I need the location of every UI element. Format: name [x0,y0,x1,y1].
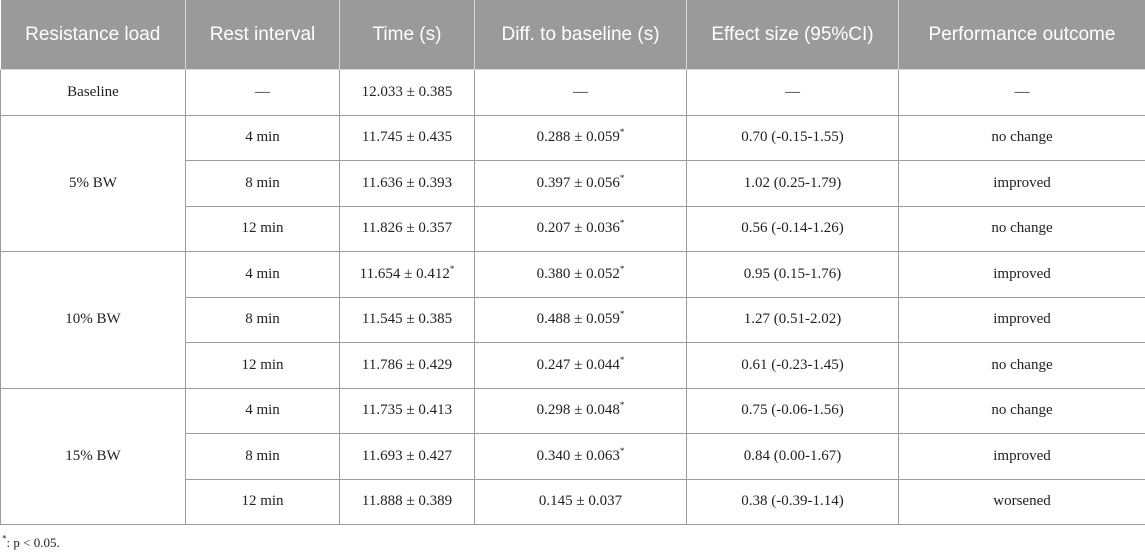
header-resistance-load: Resistance load [0,0,186,70]
rest-cell: 4 min [185,387,340,434]
header-rest-interval: Rest interval [185,0,340,70]
header-row: Resistance load Rest interval Time (s) D… [0,0,1145,70]
header-performance-outcome: Performance outcome [898,0,1145,70]
outcome-cell: no change [898,114,1145,161]
baseline-time: 12.033 ± 0.385 [339,69,475,116]
rest-cell: 4 min [185,114,340,161]
rest-cell: 8 min [185,160,340,207]
table-row: 10% BW 4 min 11.654 ± 0.412* 0.380 ± 0.0… [0,251,1145,389]
outcome-cell: improved [898,160,1145,207]
time-cell: 11.826 ± 0.357 [339,205,475,252]
baseline-label: Baseline [0,69,186,116]
header-time: Time (s) [339,0,475,70]
outcome-cell: improved [898,251,1145,298]
group-load-10: 10% BW [0,251,186,389]
diff-cell: 0.488 ± 0.059* [474,296,687,343]
outcome-cell: no change [898,205,1145,252]
table-row: 12 min 11.786 ± 0.429 0.247 ± 0.044* 0.6… [1,342,1145,389]
table-row: 12 min 11.826 ± 0.357 0.207 ± 0.036* 0.5… [1,205,1145,252]
baseline-effect: — [686,69,899,116]
effect-cell: 0.56 (-0.14-1.26) [686,205,899,252]
table-row: 8 min 11.545 ± 0.385 0.488 ± 0.059* 1.27… [1,296,1145,343]
rest-cell: 12 min [185,478,340,525]
rest-cell: 8 min [185,296,340,343]
effect-cell: 1.27 (0.51-2.02) [686,296,899,343]
diff-cell: 0.298 ± 0.048* [474,387,687,434]
footnote-text: : p < 0.05. [6,535,60,550]
effect-cell: 0.61 (-0.23-1.45) [686,342,899,389]
effect-cell: 0.95 (0.15-1.76) [686,251,899,298]
effect-cell: 0.70 (-0.15-1.55) [686,114,899,161]
time-cell: 11.636 ± 0.393 [339,160,475,207]
rest-cell: 8 min [185,433,340,480]
time-cell: 11.745 ± 0.435 [339,114,475,161]
rest-cell: 12 min [185,205,340,252]
footnote-mark: * [2,533,7,544]
rest-cell: 12 min [185,342,340,389]
diff-cell: 0.397 ± 0.056* [474,160,687,207]
diff-cell: 0.247 ± 0.044* [474,342,687,389]
outcome-cell: no change [898,387,1145,434]
effect-cell: 0.84 (0.00-1.67) [686,433,899,480]
effect-cell: 0.38 (-0.39-1.14) [686,478,899,525]
baseline-rest: — [185,69,340,116]
table-row: 12 min 11.888 ± 0.389 0.145 ± 0.037 0.38… [1,478,1145,525]
diff-cell: 0.207 ± 0.036* [474,205,687,252]
diff-cell: 0.340 ± 0.063* [474,433,687,480]
diff-cell: 0.145 ± 0.037 [474,478,687,525]
effect-cell: 1.02 (0.25-1.79) [686,160,899,207]
diff-cell: 0.288 ± 0.059* [474,114,687,161]
table-row: 5% BW 4 min 11.745 ± 0.435 0.288 ± 0.059… [0,114,1145,252]
diff-cell: 0.380 ± 0.052* [474,251,687,298]
time-cell: 11.693 ± 0.427 [339,433,475,480]
outcome-cell: improved [898,296,1145,343]
outcome-cell: worsened [898,478,1145,525]
baseline-row: Baseline — 12.033 ± 0.385 — — — [0,69,1145,116]
time-cell: 11.654 ± 0.412* [339,251,475,298]
baseline-diff: — [474,69,687,116]
table-row: 8 min 11.636 ± 0.393 0.397 ± 0.056* 1.02… [1,160,1145,207]
table-row: 8 min 11.693 ± 0.427 0.340 ± 0.063* 0.84… [1,433,1145,480]
baseline-outcome: — [898,69,1145,116]
rest-cell: 4 min [185,251,340,298]
time-cell: 11.786 ± 0.429 [339,342,475,389]
group-load-5: 5% BW [0,114,186,252]
header-effect-size: Effect size (95%CI) [686,0,899,70]
time-cell: 11.888 ± 0.389 [339,478,475,525]
outcome-cell: improved [898,433,1145,480]
group-load-15: 15% BW [0,387,186,525]
effect-cell: 0.75 (-0.06-1.56) [686,387,899,434]
table-footnote: *: p < 0.05. [0,525,1145,551]
outcome-cell: no change [898,342,1145,389]
table-row: 15% BW 4 min 11.735 ± 0.413 0.298 ± 0.04… [0,387,1145,525]
time-cell: 11.735 ± 0.413 [339,387,475,434]
header-diff-to-baseline: Diff. to baseline (s) [474,0,687,70]
time-cell: 11.545 ± 0.385 [339,296,475,343]
results-table: Resistance load Rest interval Time (s) D… [0,0,1145,525]
